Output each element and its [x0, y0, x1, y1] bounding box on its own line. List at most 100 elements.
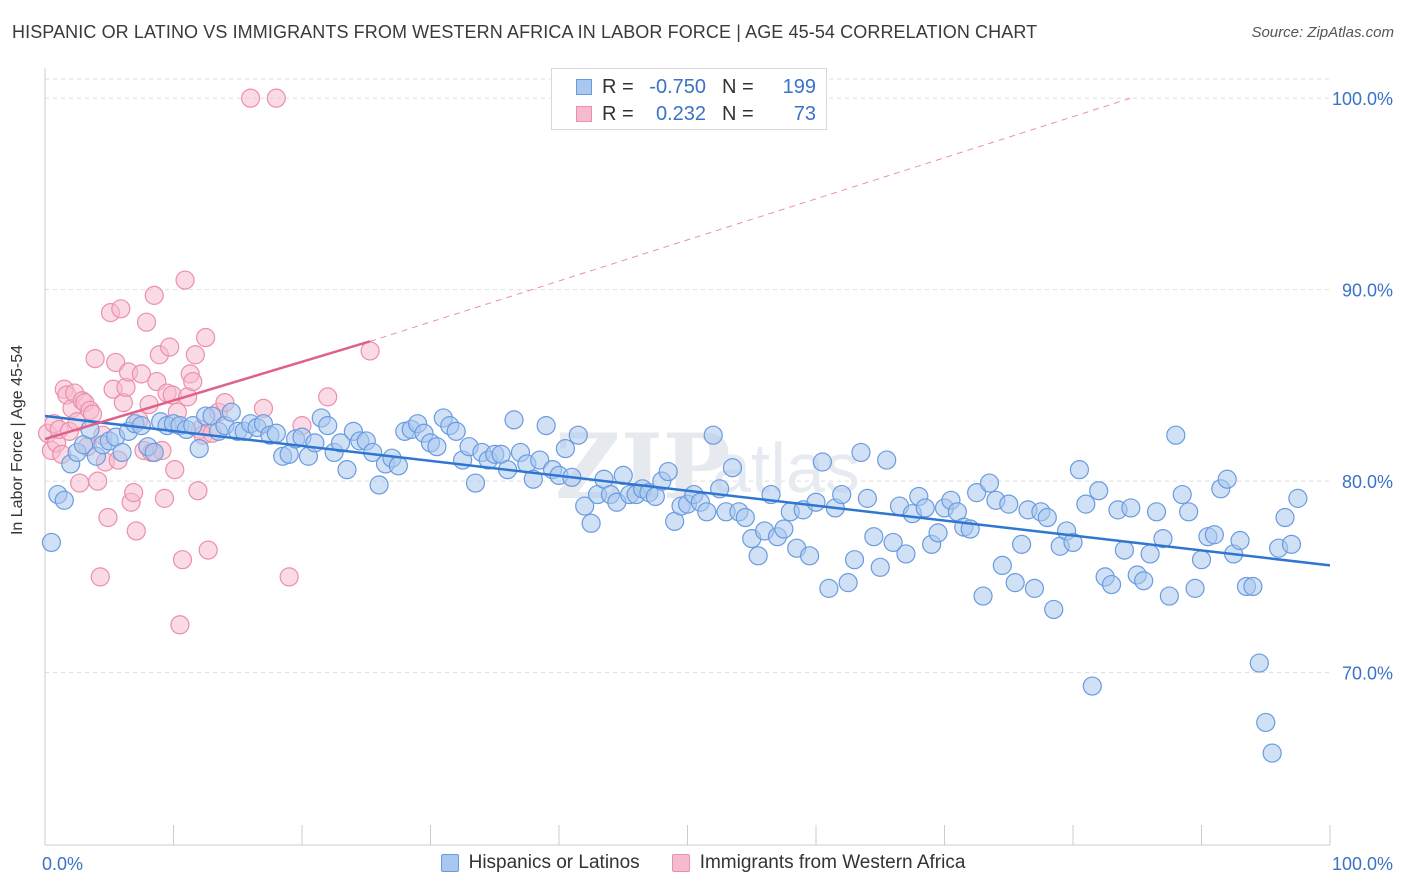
- hispanic-point: [857, 488, 878, 508]
- western-africa-point: [88, 471, 108, 491]
- hispanic-point: [722, 458, 743, 478]
- hispanic-point: [1288, 488, 1308, 508]
- hispanic-point: [1153, 528, 1173, 549]
- hispanic-point: [999, 494, 1019, 514]
- hispanic-point: [1044, 599, 1064, 620]
- hispanic-trend-line: [44, 414, 1331, 567]
- legend-item-hispanic[interactable]: Hispanics or Latinos: [440, 852, 640, 874]
- r-value: 0.232: [655, 102, 706, 125]
- hispanic-point: [877, 450, 897, 470]
- legend-row-hispanic: R = -0.750 N = 199: [576, 75, 816, 99]
- x-tick-label-max: 100.0%: [1332, 854, 1393, 874]
- western-africa-point: [85, 348, 105, 369]
- western-africa-point: [318, 387, 338, 407]
- hispanic-point: [838, 573, 858, 593]
- hispanic-point: [1134, 571, 1154, 591]
- trend-lines: [44, 97, 1331, 567]
- hispanic-point: [979, 473, 1000, 493]
- hispanic-point: [568, 425, 588, 445]
- hispanic-point: [1037, 507, 1057, 528]
- n-value: 199: [782, 75, 816, 98]
- hispanic-point: [1179, 502, 1199, 522]
- hispanic-point: [1082, 676, 1102, 696]
- hispanic-point: [446, 421, 466, 441]
- hispanic-point: [318, 416, 338, 436]
- legend-swatch-western-africa: [671, 854, 690, 872]
- x-tick-label-min: 0.0%: [42, 854, 83, 874]
- hispanic-point: [1076, 494, 1096, 514]
- western-africa-point: [198, 540, 218, 560]
- western-africa-point: [172, 550, 193, 570]
- legend-item-western-africa[interactable]: Immigrants from Western Africa: [671, 852, 966, 874]
- western-africa-point: [154, 488, 175, 508]
- hispanic-point: [748, 546, 768, 566]
- hispanic-point: [41, 532, 62, 553]
- hispanic-point: [427, 437, 447, 457]
- hispanic-point: [806, 492, 826, 512]
- hispanic-point: [1185, 578, 1205, 598]
- western-africa-point: [124, 483, 144, 503]
- hispanic-point: [183, 416, 203, 436]
- western-africa-point: [266, 88, 286, 108]
- legend-swatch-western-africa: [576, 106, 592, 122]
- legend-label-western-africa: Immigrants from Western Africa: [699, 852, 966, 873]
- western-africa-point: [279, 567, 299, 587]
- legend-swatch-hispanic: [576, 79, 592, 95]
- hispanic-point: [812, 452, 833, 472]
- hispanic-point: [1191, 550, 1212, 570]
- hispanic-point: [819, 578, 839, 598]
- tick-labels: 70.0% 80.0% 90.0% 100.0% 0.0% 100.0%: [42, 89, 1393, 874]
- western-africa-point: [144, 285, 164, 305]
- western-africa-point: [126, 521, 146, 541]
- hispanic-point: [1101, 574, 1122, 595]
- hispanic-point: [1114, 540, 1135, 560]
- chart-title: HISPANIC OR LATINO VS IMMIGRANTS FROM WE…: [12, 22, 1038, 42]
- western-africa-point: [136, 312, 157, 332]
- hispanic-point: [928, 523, 948, 543]
- western-africa-trend-line: [44, 340, 371, 441]
- western-africa-point: [160, 337, 180, 357]
- hispanic-point: [973, 586, 993, 606]
- hispanic-point: [465, 473, 486, 493]
- y-tick-label: 90.0%: [1342, 281, 1393, 301]
- hispanic-point: [832, 484, 852, 505]
- hispanic-point: [575, 496, 595, 516]
- western-africa-point: [360, 341, 380, 361]
- hispanic-point: [1262, 743, 1282, 763]
- western-africa-point: [106, 352, 126, 373]
- hispanic-point: [896, 544, 916, 564]
- western-africa-point: [90, 567, 110, 587]
- hispanic-point: [337, 460, 357, 480]
- hispanic-point: [388, 456, 408, 476]
- hispanic-point: [1281, 534, 1302, 554]
- hispanic-point: [504, 410, 524, 430]
- legend-label-hispanic: Hispanics or Latinos: [468, 852, 640, 873]
- hispanic-point: [144, 442, 164, 463]
- hispanic-point: [1005, 573, 1025, 593]
- hispanic-point: [697, 502, 717, 522]
- hispanic-point: [221, 402, 241, 422]
- hispanic-point: [851, 442, 871, 463]
- western-africa-point: [98, 507, 118, 528]
- western-africa-point: [131, 364, 151, 384]
- hispanic-point: [870, 557, 890, 577]
- hispanic-point: [1217, 469, 1237, 489]
- y-tick-label: 100.0%: [1332, 89, 1393, 109]
- hispanic-point: [369, 475, 389, 495]
- western-africa-point: [165, 460, 185, 480]
- hispanic-point: [992, 555, 1012, 576]
- western-africa-point: [111, 299, 131, 319]
- western-africa-point: [70, 473, 90, 493]
- hispanic-point: [883, 532, 903, 553]
- n-label: N =: [722, 75, 754, 98]
- series-hispanic-points: [41, 402, 1308, 763]
- hispanic-point: [1275, 507, 1295, 528]
- hispanic-point: [266, 423, 286, 443]
- y-tick-label: 80.0%: [1342, 472, 1393, 492]
- hispanic-point: [1166, 425, 1186, 445]
- hispanic-point: [555, 438, 576, 459]
- hispanic-point: [799, 546, 820, 566]
- hispanic-point: [1121, 498, 1141, 518]
- hispanic-point: [864, 527, 884, 547]
- western-africa-point: [170, 615, 190, 635]
